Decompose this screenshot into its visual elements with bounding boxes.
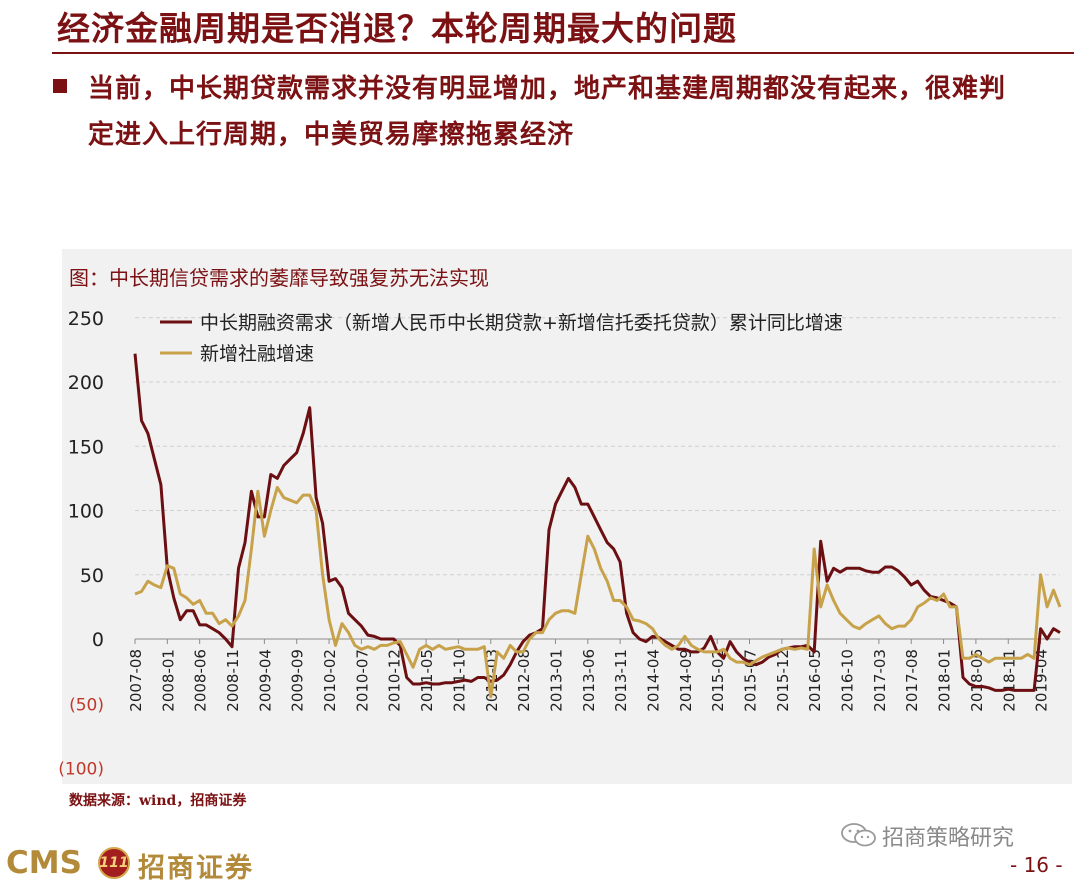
x-tick-label: 2011-05 (418, 649, 436, 712)
x-tick-label: 2013-06 (580, 649, 598, 712)
x-tick-label: 2013-11 (612, 649, 630, 712)
x-tick-label: 2013-01 (547, 649, 565, 712)
slide-title: 经济金融周期是否消退？本轮周期最大的问题 (57, 9, 737, 48)
bullet-text: 当前，中长期贷款需求并没有明显增加，地产和基建周期都没有起来，很难判定进入上行周… (88, 74, 1007, 150)
chart-caption: 图：中长期信贷需求的萎靡导致强复苏无法实现 (69, 266, 489, 290)
page-number: - 16 - (1010, 853, 1063, 877)
wechat-icon (841, 823, 876, 847)
legend-label-2: 新增社融增速 (200, 343, 314, 365)
y-tick-label: 250 (68, 308, 104, 330)
watermark-text: 招商策略研究 (882, 826, 1015, 851)
x-tick-label: 2010-12 (386, 649, 404, 712)
bullet-marker (53, 79, 67, 93)
y-tick-label: (50) (69, 695, 104, 715)
x-tick-label: 2007-08 (127, 649, 145, 712)
x-tick-label: 2008-11 (224, 649, 242, 712)
y-tick-label: 100 (68, 501, 104, 523)
x-tick-label: 2012-08 (515, 649, 533, 712)
x-tick-label: 2009-04 (256, 649, 274, 712)
logo-text: CMS (6, 845, 82, 881)
x-tick-label: 2014-04 (644, 649, 662, 712)
x-tick-label: 2017-03 (871, 649, 889, 712)
title-divider (52, 52, 1074, 54)
x-tick-label: 2015-02 (709, 649, 727, 712)
x-tick-label: 2009-09 (289, 649, 307, 712)
y-tick-label: 50 (80, 565, 104, 587)
series-line-2 (134, 485, 1062, 699)
x-tick-label: 2018-01 (936, 649, 954, 712)
x-tick-label: 2016-10 (839, 649, 857, 712)
x-tick-label: 2008-01 (159, 649, 177, 712)
series-line-1 (133, 353, 1061, 692)
y-tick-label: 200 (68, 372, 104, 394)
logo-company-name: 招商证券 (138, 853, 254, 884)
logo-badge-icon: 111 (98, 847, 130, 879)
y-tick-label: (100) (58, 760, 104, 780)
x-tick-label: 2008-06 (192, 649, 210, 712)
data-source: 数据来源：wind，招商证券 (69, 793, 247, 809)
y-tick-label: 150 (68, 436, 104, 458)
x-tick-label: 2018-06 (968, 649, 986, 712)
legend-label-1: 中长期融资需求（新增人民币中长期贷款+新增信托委托贷款）累计同比增速 (200, 312, 843, 334)
x-tick-label: 2010-02 (321, 649, 339, 712)
y-tick-label: 0 (92, 629, 104, 651)
x-tick-label: 2017-08 (903, 649, 921, 712)
x-tick-label: 2015-12 (774, 649, 792, 712)
x-tick-label: 2016-05 (806, 649, 824, 712)
x-tick-label: 2018-11 (1000, 649, 1018, 712)
x-tick-label: 2014-09 (677, 649, 695, 712)
x-tick-label: 2010-07 (353, 649, 371, 712)
chart-panel (62, 249, 1072, 784)
